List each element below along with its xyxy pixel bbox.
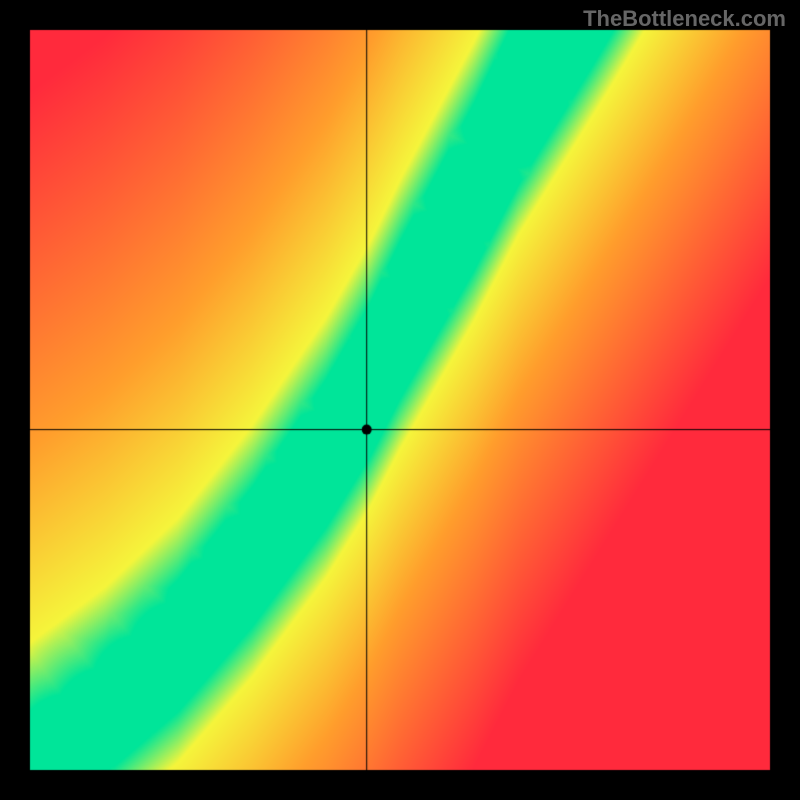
watermark-text: TheBottleneck.com: [583, 6, 786, 32]
chart-container: TheBottleneck.com: [0, 0, 800, 800]
heatmap-canvas: [0, 0, 800, 800]
